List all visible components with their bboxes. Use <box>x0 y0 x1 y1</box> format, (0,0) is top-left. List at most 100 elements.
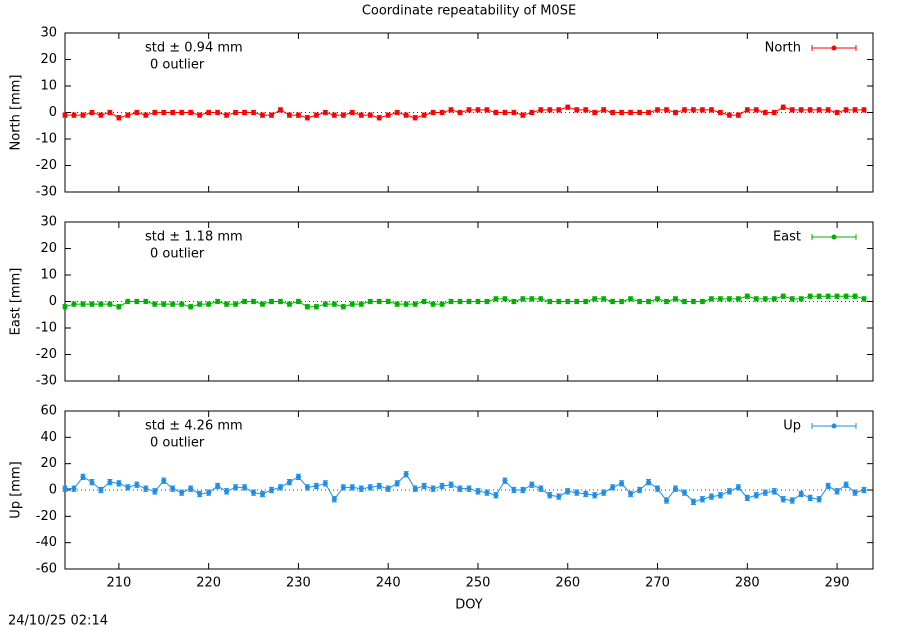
data-point <box>448 107 454 113</box>
data-point <box>170 301 176 307</box>
series-line <box>65 473 865 503</box>
data-point <box>798 491 804 497</box>
data-point <box>726 112 732 118</box>
data-point <box>744 495 750 501</box>
y-tick-label: -20 <box>36 347 57 362</box>
data-point <box>89 110 95 115</box>
data-point <box>744 293 750 299</box>
x-tick-label: 230 <box>286 576 311 591</box>
data-point <box>484 490 490 496</box>
data-point <box>610 299 616 304</box>
data-point <box>358 112 364 118</box>
data-point <box>646 479 652 485</box>
data-point <box>619 110 625 115</box>
data-point <box>619 299 625 304</box>
y-tick-label: -30 <box>36 374 57 389</box>
data-point <box>71 486 77 492</box>
data-point <box>62 304 68 310</box>
data-point <box>224 301 230 307</box>
y-tick-label: 20 <box>40 241 57 256</box>
data-point <box>215 299 221 304</box>
data-point <box>277 484 283 490</box>
data-point <box>385 299 391 304</box>
data-point <box>708 296 714 302</box>
data-point <box>268 299 274 304</box>
data-point <box>215 110 221 115</box>
data-point <box>125 484 131 490</box>
data-point <box>637 110 643 115</box>
data-point <box>493 110 499 115</box>
data-point <box>681 107 687 113</box>
data-point <box>717 492 723 498</box>
data-point <box>394 480 400 486</box>
data-point <box>511 299 517 304</box>
data-point <box>304 484 310 490</box>
data-point <box>89 479 95 485</box>
data-point <box>260 112 266 118</box>
legend-symbol <box>831 234 837 240</box>
y-tick-label: -10 <box>36 321 57 336</box>
data-point <box>681 490 687 496</box>
data-point <box>610 484 616 490</box>
data-point <box>529 110 535 115</box>
data-point <box>233 484 239 490</box>
data-point <box>313 483 319 489</box>
data-point <box>672 486 678 492</box>
data-point <box>690 499 696 505</box>
data-point <box>439 301 445 307</box>
y-tick-label: 10 <box>40 79 57 94</box>
data-point <box>699 107 705 113</box>
data-point <box>780 496 786 502</box>
data-point <box>268 112 274 118</box>
data-point <box>655 107 661 113</box>
data-point <box>412 115 418 121</box>
data-point <box>672 296 678 302</box>
data-point <box>125 112 131 118</box>
data-point <box>493 296 499 302</box>
legend-label: North <box>765 41 801 56</box>
x-tick-label: 290 <box>825 576 850 591</box>
data-point <box>771 296 777 302</box>
data-point <box>286 301 292 307</box>
data-point <box>206 301 212 307</box>
data-point <box>152 301 158 307</box>
data-point <box>233 301 239 307</box>
data-point <box>286 479 292 485</box>
y-tick-label: 30 <box>40 26 57 41</box>
data-point <box>547 107 553 113</box>
data-point <box>466 299 472 304</box>
data-point <box>376 115 382 121</box>
data-point <box>637 299 643 304</box>
data-point <box>628 491 634 497</box>
data-point <box>152 488 158 494</box>
data-point <box>439 110 445 115</box>
data-point <box>502 296 508 302</box>
data-point <box>62 112 68 118</box>
data-point <box>511 110 517 115</box>
data-point <box>295 299 301 304</box>
data-point <box>646 110 652 115</box>
data-point <box>502 478 508 484</box>
annotation: std ± 0.94 mm <box>145 41 243 56</box>
data-point <box>242 299 248 304</box>
data-point <box>807 495 813 501</box>
data-point <box>430 486 436 492</box>
x-tick-label: 240 <box>376 576 401 591</box>
data-point <box>457 486 463 492</box>
data-point <box>304 115 310 121</box>
data-point <box>206 490 212 496</box>
data-point <box>493 492 499 498</box>
legend-label: Up <box>783 419 801 434</box>
data-point <box>583 107 589 113</box>
data-point <box>753 492 759 498</box>
data-point <box>852 107 858 113</box>
data-point <box>403 471 409 477</box>
data-point <box>834 110 840 115</box>
data-point <box>260 301 266 307</box>
data-point <box>861 107 867 113</box>
y-tick-label: 0 <box>49 294 57 309</box>
data-point <box>690 299 696 304</box>
data-point <box>592 296 598 302</box>
y-tick-label: 40 <box>40 430 57 445</box>
data-point <box>107 301 113 307</box>
